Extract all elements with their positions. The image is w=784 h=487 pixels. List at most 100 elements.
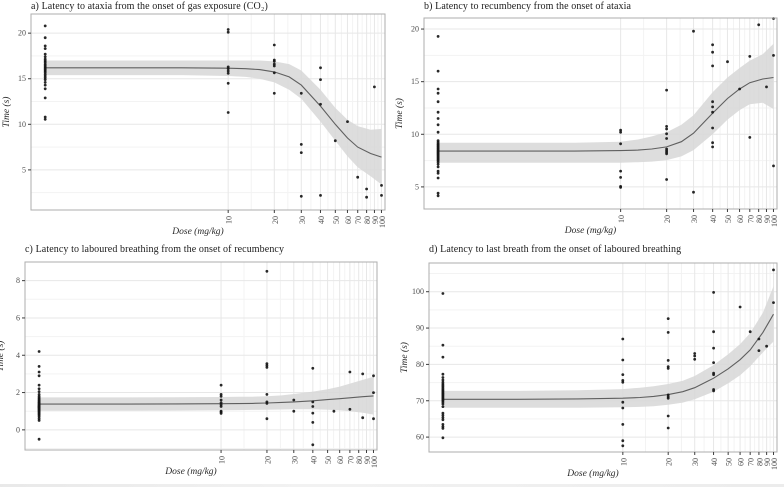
- x-tick-label: 70: [747, 458, 756, 466]
- data-point: [436, 91, 440, 95]
- fit-line: [442, 313, 774, 400]
- data-point: [365, 187, 368, 191]
- panel-a-title: a) Latency to ataxia from the onset of g…: [31, 1, 268, 12]
- panel-border: [24, 261, 378, 451]
- data-point: [441, 376, 445, 379]
- x-tick-label: 30: [290, 456, 299, 464]
- data-point: [37, 365, 41, 368]
- x-tick-label: 80: [755, 215, 764, 223]
- x-tick-label: 100: [770, 458, 779, 470]
- data-point: [441, 343, 445, 347]
- data-point: [43, 47, 47, 50]
- minor-gridlines: [429, 263, 777, 452]
- data-point: [621, 439, 625, 443]
- data-point: [436, 162, 440, 166]
- data-point: [436, 191, 440, 195]
- data-point: [380, 194, 383, 197]
- data-point: [299, 194, 303, 198]
- y-tick-label: 4: [16, 351, 20, 360]
- data-point: [693, 357, 697, 361]
- y-tick-label: 0: [16, 425, 20, 434]
- data-point: [332, 409, 336, 413]
- data-point: [265, 366, 269, 369]
- data-point: [219, 394, 223, 398]
- data-point: [436, 176, 440, 180]
- data-point: [272, 64, 276, 68]
- data-point: [333, 139, 337, 143]
- data-point: [311, 411, 315, 415]
- data-point: [37, 383, 41, 387]
- minor-gridlines: [25, 262, 377, 450]
- data-point: [765, 344, 768, 348]
- data-point: [441, 423, 445, 426]
- data-point: [37, 350, 41, 353]
- data-point: [436, 117, 440, 120]
- data-point: [292, 398, 296, 402]
- data-point: [436, 169, 440, 173]
- data-point: [441, 413, 445, 417]
- data-point: [43, 83, 47, 87]
- y-tick-label: 8: [16, 276, 20, 285]
- x-tick-label: 60: [344, 216, 353, 224]
- data-point: [37, 419, 41, 422]
- x-tick-label: 40: [317, 216, 326, 224]
- data-point: [436, 130, 440, 134]
- x-tick-label: 80: [755, 458, 764, 466]
- x-tick-label: 40: [309, 456, 318, 464]
- x-tick-label: 90: [763, 215, 772, 223]
- data-point: [37, 437, 41, 441]
- panel-c-y-axis-label: Time (s): [0, 341, 6, 372]
- data-point: [436, 165, 440, 169]
- data-point: [757, 337, 761, 341]
- data-point: [748, 330, 752, 334]
- data-point: [738, 305, 742, 309]
- y-tick-label: 20: [18, 29, 26, 38]
- data-point: [219, 412, 223, 415]
- y-tick-label: 60: [416, 433, 424, 442]
- data-point: [666, 414, 670, 418]
- y-tick-label: 6: [16, 313, 20, 322]
- data-point: [299, 91, 303, 95]
- x-tick-label: 50: [332, 216, 341, 224]
- y-tick-label: 100: [412, 287, 424, 296]
- data-point: [43, 115, 47, 119]
- fit-line: [45, 67, 382, 158]
- data-point: [621, 444, 625, 448]
- x-tick-label: 70: [346, 456, 355, 464]
- data-point: [319, 102, 322, 106]
- x-tick-label: 100: [370, 456, 379, 468]
- panel-a-x-axis-label: Dose (mg/kg): [171, 226, 223, 237]
- data-point: [665, 152, 668, 156]
- panel-b-title: b) Latency to recumbency from the onset …: [424, 1, 632, 12]
- data-point: [711, 110, 714, 114]
- data-point: [37, 370, 41, 374]
- x-tick-label: 30: [691, 458, 700, 466]
- data-point: [621, 373, 625, 376]
- data-point: [43, 87, 47, 91]
- data-point: [37, 390, 41, 393]
- data-point: [365, 195, 368, 199]
- data-point: [712, 389, 715, 393]
- panel-d-y-axis-label: Time (s): [399, 342, 410, 373]
- data-point: [692, 190, 695, 194]
- data-point: [748, 55, 752, 58]
- y-tick-label: 90: [416, 324, 424, 333]
- data-point: [693, 352, 697, 355]
- data-point: [361, 416, 365, 420]
- data-point: [219, 383, 223, 387]
- data-point: [265, 417, 269, 421]
- x-tick-label: 50: [724, 215, 733, 223]
- x-tick-label: 20: [263, 456, 272, 464]
- x-tick-label: 20: [271, 216, 280, 224]
- y-tick-label: 15: [411, 77, 419, 86]
- data-point: [441, 427, 445, 430]
- data-point: [436, 171, 440, 175]
- data-point: [226, 69, 230, 73]
- data-point: [311, 405, 315, 408]
